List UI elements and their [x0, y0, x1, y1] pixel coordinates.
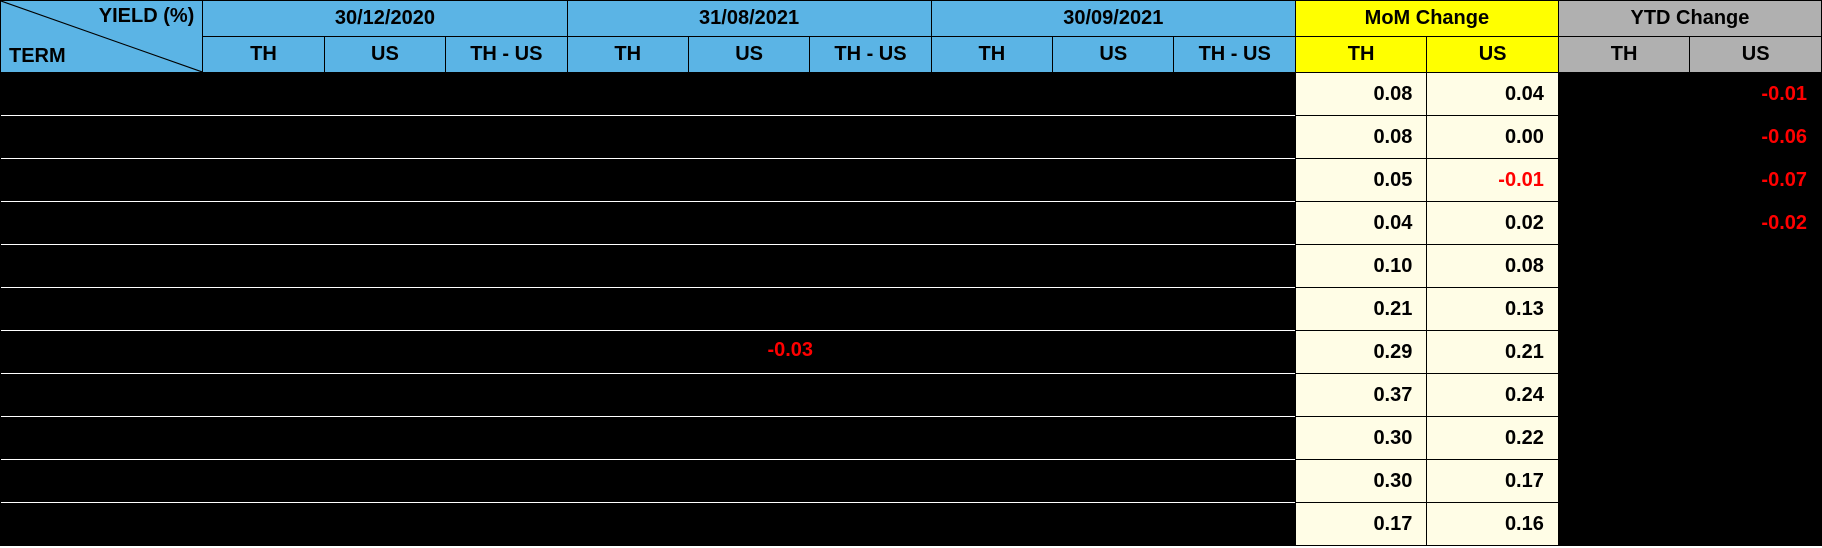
- sub-us: US: [688, 37, 809, 73]
- mom-us-cell: 0.16: [1427, 503, 1559, 546]
- sub-thus: TH - US: [1174, 37, 1295, 73]
- black-region: -0.03: [1, 73, 1296, 546]
- red-overlay-value: -0.03: [767, 339, 813, 362]
- ytd-us-cell: -0.02: [1690, 202, 1822, 245]
- sub-th: TH: [931, 37, 1052, 73]
- ytd-th-cell: [1558, 288, 1690, 331]
- ytd-th-cell: [1558, 374, 1690, 417]
- mom-th-cell: 0.21: [1295, 288, 1427, 331]
- ytd-us-cell: [1690, 331, 1822, 374]
- table-header: YIELD (%) TERM 30/12/2020 31/08/2021 30/…: [1, 1, 1822, 73]
- ytd-us-cell: -0.01: [1690, 73, 1822, 116]
- ytd-us-cell: [1690, 288, 1822, 331]
- mom-us-cell: 0.08: [1427, 245, 1559, 288]
- ytd-us-cell: [1690, 245, 1822, 288]
- mom-us-cell: 0.21: [1427, 331, 1559, 374]
- mom-th-cell: 0.08: [1295, 116, 1427, 159]
- date-header-2: 30/09/2021: [931, 1, 1295, 37]
- mom-us-cell: 0.02: [1427, 202, 1559, 245]
- ytd-th-cell: [1558, 460, 1690, 503]
- ytd-us-cell: [1690, 417, 1822, 460]
- mom-th-cell: 0.37: [1295, 374, 1427, 417]
- mom-us-cell: 0.24: [1427, 374, 1559, 417]
- table-body: -0.030.080.04-0.010.080.00-0.060.05-0.01…: [1, 73, 1822, 546]
- sub-th: TH: [567, 37, 688, 73]
- table-row: -0.030.080.04-0.01: [1, 73, 1822, 116]
- mom-th-cell: 0.30: [1295, 460, 1427, 503]
- ytd-us-cell: [1690, 503, 1822, 546]
- mom-us-cell: 0.17: [1427, 460, 1559, 503]
- mom-th-cell: 0.17: [1295, 503, 1427, 546]
- sub-th: TH: [203, 37, 324, 73]
- ytd-us-cell: -0.07: [1690, 159, 1822, 202]
- diag-bot-label: TERM: [9, 45, 66, 68]
- mom-th-cell: 0.08: [1295, 73, 1427, 116]
- mom-th-cell: 0.29: [1295, 331, 1427, 374]
- mom-sub-th: TH: [1295, 37, 1427, 73]
- ytd-sub-us: US: [1690, 37, 1822, 73]
- mom-us-cell: 0.13: [1427, 288, 1559, 331]
- sub-thus: TH - US: [810, 37, 931, 73]
- date-header-1: 31/08/2021: [567, 1, 931, 37]
- ytd-th-cell: [1558, 417, 1690, 460]
- diag-header: YIELD (%) TERM: [1, 1, 203, 73]
- ytd-us-cell: [1690, 460, 1822, 503]
- mom-th-cell: 0.05: [1295, 159, 1427, 202]
- ytd-header: YTD Change: [1558, 1, 1821, 37]
- ytd-th-cell: [1558, 159, 1690, 202]
- mom-th-cell: 0.10: [1295, 245, 1427, 288]
- sub-thus: TH - US: [446, 37, 567, 73]
- date-header-0: 30/12/2020: [203, 1, 567, 37]
- mom-th-cell: 0.30: [1295, 417, 1427, 460]
- ytd-th-cell: [1558, 245, 1690, 288]
- ytd-th-cell: [1558, 331, 1690, 374]
- mom-header: MoM Change: [1295, 1, 1558, 37]
- mom-us-cell: 0.22: [1427, 417, 1559, 460]
- mom-us-cell: 0.04: [1427, 73, 1559, 116]
- mom-sub-us: US: [1427, 37, 1559, 73]
- ytd-sub-th: TH: [1558, 37, 1690, 73]
- mom-th-cell: 0.04: [1295, 202, 1427, 245]
- ytd-th-cell: [1558, 202, 1690, 245]
- diag-top-label: YIELD (%): [99, 5, 195, 28]
- ytd-th-cell: [1558, 116, 1690, 159]
- mom-us-cell: -0.01: [1427, 159, 1559, 202]
- sub-us: US: [1053, 37, 1174, 73]
- ytd-th-cell: [1558, 503, 1690, 546]
- yield-table: YIELD (%) TERM 30/12/2020 31/08/2021 30/…: [0, 0, 1822, 546]
- ytd-us-cell: [1690, 374, 1822, 417]
- ytd-th-cell: [1558, 73, 1690, 116]
- sub-us: US: [324, 37, 445, 73]
- mom-us-cell: 0.00: [1427, 116, 1559, 159]
- ytd-us-cell: -0.06: [1690, 116, 1822, 159]
